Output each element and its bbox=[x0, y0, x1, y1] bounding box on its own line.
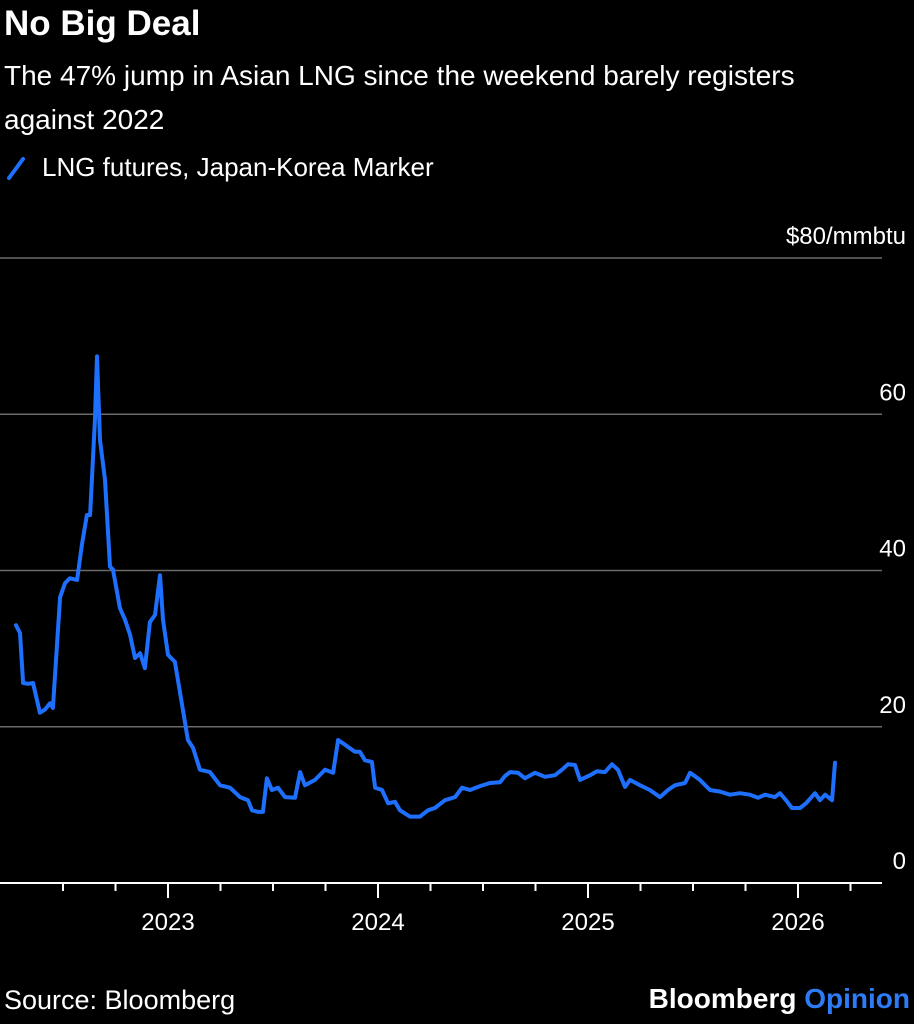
x-tick-label: 2025 bbox=[561, 909, 614, 936]
chart: 0 20 40 60 $80/mmbtu 2023 2024 2025 2026 bbox=[0, 223, 906, 936]
chart-title: No Big Deal bbox=[4, 4, 201, 43]
legend: LNG futures, Japan-Korea Marker bbox=[6, 152, 434, 183]
x-tick-label: 2023 bbox=[141, 909, 194, 936]
y-tick-label: 60 bbox=[879, 379, 906, 406]
y-tick-label: 40 bbox=[879, 536, 906, 563]
source: Source: Bloomberg bbox=[4, 985, 236, 1015]
line-series bbox=[14, 354, 837, 819]
branding: Bloomberg Opinion bbox=[649, 983, 910, 1015]
x-tick-label: 2024 bbox=[351, 909, 404, 936]
legend-label: LNG futures, Japan-Korea Marker bbox=[42, 152, 434, 182]
legend-swatch bbox=[7, 156, 25, 180]
y-tick-label: $80/mmbtu bbox=[786, 223, 906, 250]
chart-subtitle: The 47% jump in Asian LNG since the week… bbox=[4, 60, 795, 135]
brand-name: Bloomberg bbox=[648, 983, 797, 1014]
y-tick-label: 20 bbox=[879, 692, 906, 719]
y-tick-label: 0 bbox=[893, 848, 906, 875]
x-tick-label: 2026 bbox=[771, 909, 824, 936]
brand-product: Opinion bbox=[804, 983, 910, 1014]
